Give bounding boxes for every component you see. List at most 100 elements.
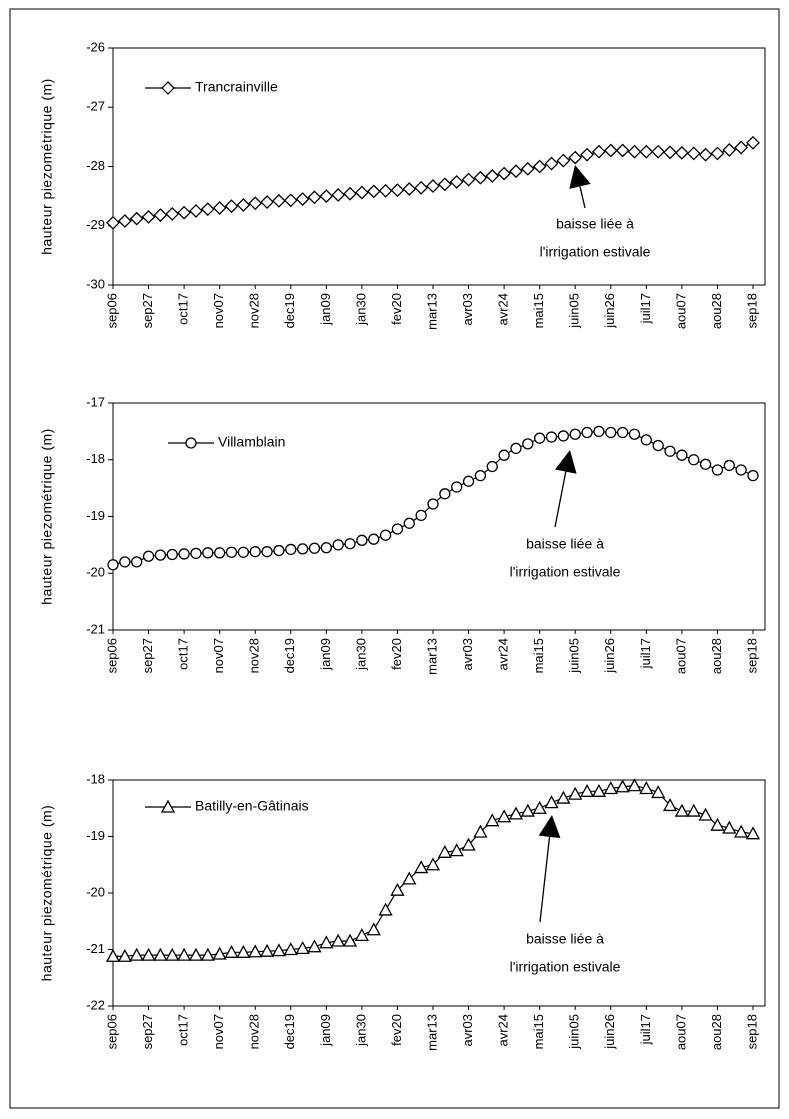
x-tick-label: sep27 [140,293,155,328]
point [188,947,204,961]
x-tick-label: fev20 [389,1014,404,1046]
x-tick-label: jan30 [353,293,368,326]
x-tick-label: fev20 [389,638,404,670]
point [141,209,156,224]
x-tick-label: juin26 [602,293,617,329]
point [698,147,713,162]
point [544,156,559,171]
x-tick-label: aou28 [709,1014,724,1050]
point [248,196,263,211]
x-tick-label: avr24 [496,293,511,326]
y-tick-label: -27 [86,99,105,114]
point [581,426,593,439]
point [295,192,310,207]
x-tick-label: mar13 [424,293,439,330]
point [580,147,594,162]
point [676,449,688,461]
chart: -22 -21 -20 -19 -18 hauteur piezométrique (m)… [39,771,766,1051]
point [190,547,202,560]
x-tick-label: sep06 [104,293,119,328]
point [497,166,512,181]
point [605,426,617,439]
x-tick-label: avr03 [460,1014,475,1047]
point [746,135,760,150]
point [593,425,605,438]
point [710,817,725,831]
y-tick-label: -18 [86,451,105,466]
point [508,806,524,820]
arrow-shaft [554,471,567,528]
point [568,786,583,800]
point [449,843,464,857]
x-tick-label: sep06 [104,1014,119,1049]
y-tick-label: -26 [86,39,105,54]
point [332,539,344,551]
x-tick-label: jan30 [353,1014,368,1047]
annotation: l'irrigation estivale [510,959,621,975]
x-tick-label: mai15 [531,1014,546,1049]
frame [9,8,780,1109]
point [544,795,559,809]
point [437,844,452,858]
point [200,947,215,961]
y-tick-label: -19 [86,828,105,843]
point [520,161,535,176]
point [591,783,607,797]
point [307,939,322,953]
point [414,860,429,874]
point [344,538,356,550]
point [722,142,737,157]
x-tick-label: oct17 [176,638,191,670]
point [378,902,393,916]
point [462,475,475,487]
point [451,481,463,493]
point [662,798,678,812]
point [237,546,250,558]
x-tick-label: nov28 [247,638,262,673]
x-tick-label: dec19 [282,293,297,328]
y-tick-label: -29 [86,217,105,232]
arrow-head [538,815,561,839]
point [271,943,287,957]
point [615,779,630,793]
point [510,442,522,455]
point [296,543,309,555]
y-axis-label: hauteur piezométrique (m) [39,78,55,255]
x-tick-label: juil17 [638,1014,653,1045]
x-tick-label: fev20 [389,293,404,325]
series-line [112,430,754,566]
point [568,150,583,165]
point [202,547,214,559]
point [319,189,334,204]
point [283,193,298,208]
x-tick-label: jan30 [353,638,368,671]
point [627,778,642,792]
point [640,434,652,446]
x-tick-label: nov07 [211,293,226,328]
x-tick-label: mar13 [424,638,439,675]
point [212,946,227,960]
point [259,943,275,957]
x-tick-label: mai15 [531,638,546,673]
point [402,182,417,196]
x-tick-label: nov07 [211,638,226,673]
point [498,449,510,461]
point [603,781,618,795]
point [390,183,405,198]
point [177,205,192,220]
point [390,882,405,896]
point [628,428,641,440]
point [153,947,168,961]
point [261,546,273,558]
point [177,947,192,961]
point [379,529,392,541]
x-tick-label: oct17 [176,1014,191,1046]
point [260,195,274,209]
point [153,208,168,223]
annotation: l'irrigation estivale [540,244,651,260]
point [224,199,239,214]
point [652,439,664,452]
legend-label: Batilly-en-Gâtinais [195,798,309,814]
point [343,186,357,201]
